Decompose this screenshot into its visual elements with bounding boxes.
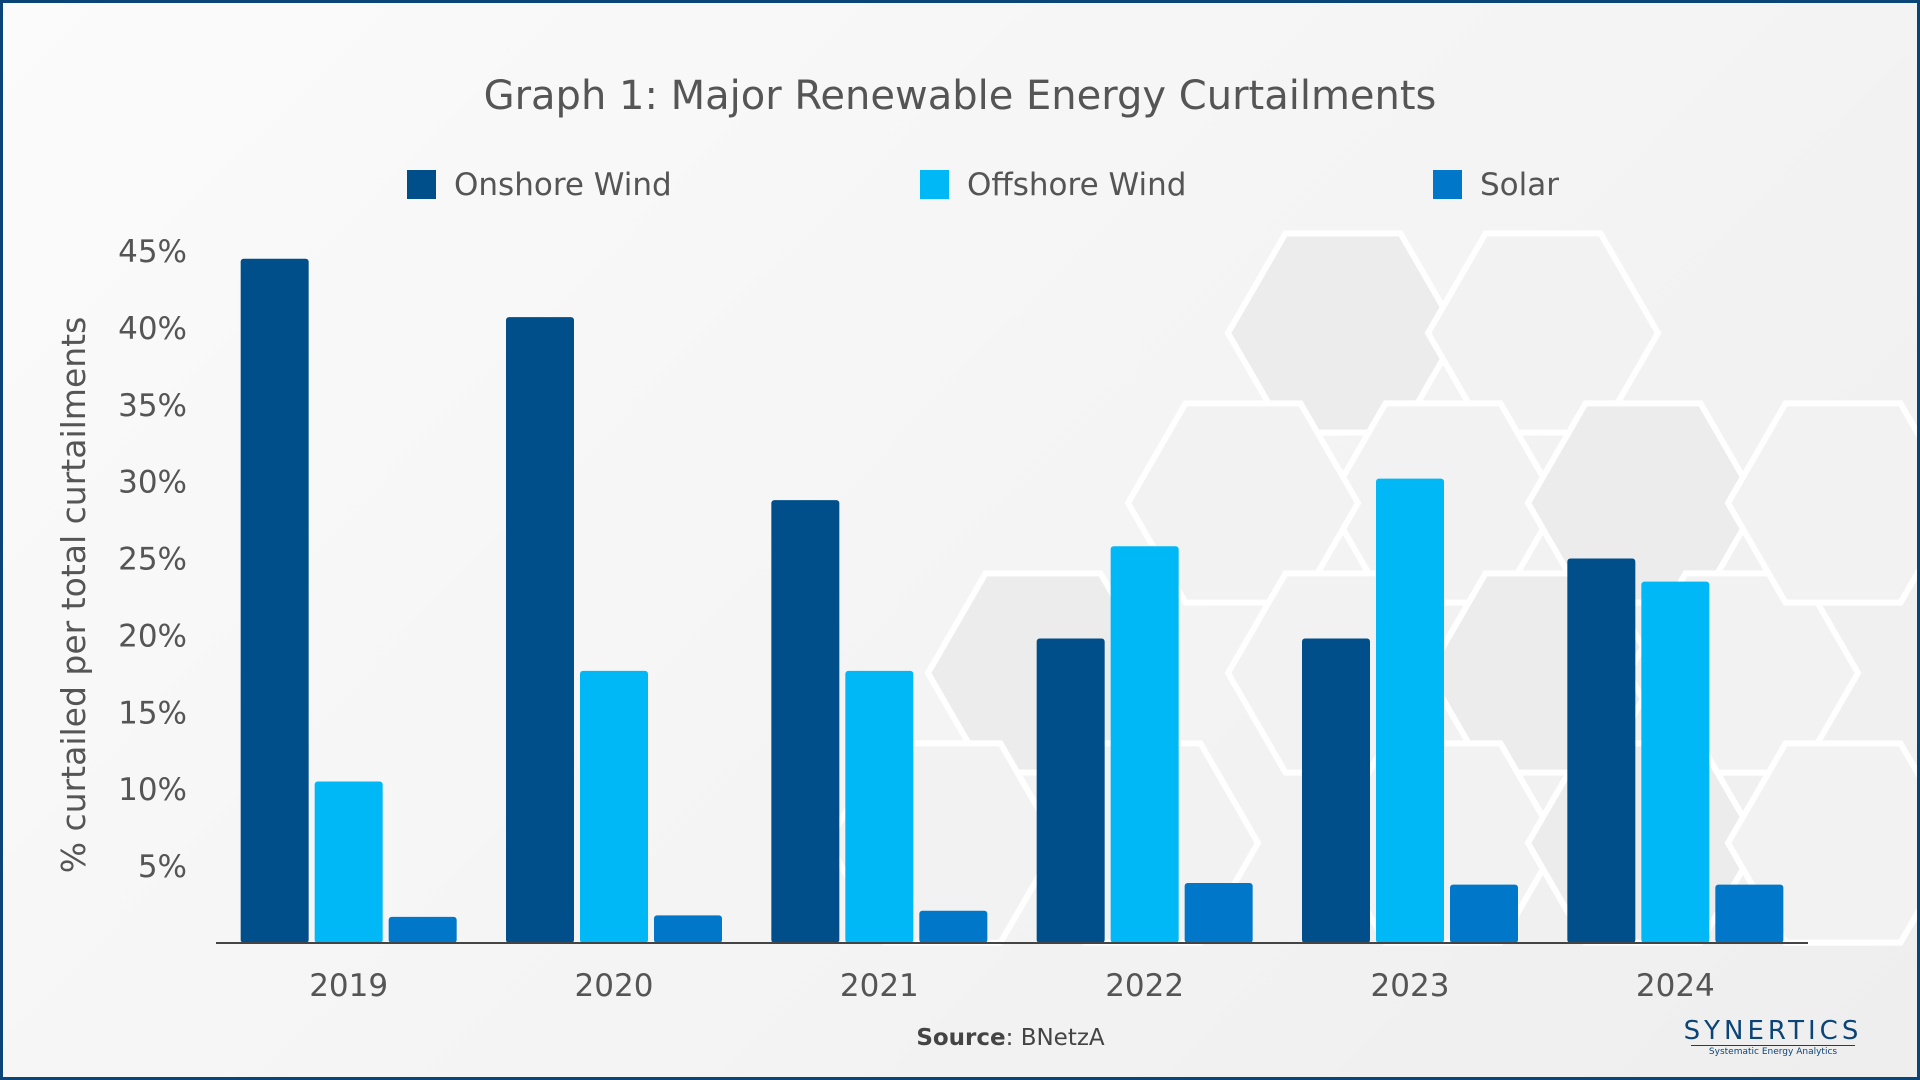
x-tick-label: 2022 [1105, 968, 1184, 1004]
brand-name: SYNERTICS [1683, 1016, 1863, 1046]
y-tick-label: 40% [118, 311, 187, 347]
y-tick-label: 10% [118, 772, 187, 808]
bar [388, 916, 457, 943]
y-tick-label: 35% [118, 388, 187, 424]
source-label: Source [916, 1025, 1006, 1051]
bar [314, 781, 383, 943]
bar [1302, 638, 1370, 943]
legend-swatch [407, 170, 436, 199]
legend-swatch [920, 170, 949, 199]
source-text: : BNetzA [1005, 1025, 1105, 1051]
x-tick-label: 2021 [840, 968, 919, 1004]
bar-chart: Onshore Wind Offshore Wind Solar 5% 10% 15% 20… [54, 167, 1808, 1004]
bar [1567, 558, 1636, 943]
bar [580, 670, 648, 943]
legend-label: Solar [1480, 167, 1559, 203]
legend-swatch [1433, 170, 1462, 199]
x-tick-label: 2019 [309, 968, 388, 1004]
bar [919, 910, 988, 943]
x-tick-label: 2020 [575, 968, 654, 1004]
bar [845, 670, 914, 943]
y-tick-label: 30% [118, 465, 187, 501]
y-tick-label: 20% [118, 618, 187, 654]
bar [1450, 884, 1518, 943]
bar [1376, 478, 1444, 943]
y-tick-label: 25% [118, 542, 187, 578]
x-tick-label: 2024 [1636, 968, 1715, 1004]
legend-label: Onshore Wind [454, 167, 672, 203]
source-note: Source: BNetzA [3, 1025, 1917, 1051]
bar [240, 258, 309, 943]
x-tick-label: 2023 [1371, 968, 1450, 1004]
y-tick-label: 45% [118, 234, 187, 270]
background-hexagon [1724, 400, 1917, 606]
y-tick-label: 5% [138, 849, 187, 885]
brand-logo: SYNERTICS Systematic Energy Analytics [1673, 1017, 1873, 1057]
bar [506, 317, 574, 943]
bar [1036, 638, 1105, 943]
y-axis-title: % curtailed per total curtailments [54, 317, 93, 874]
bar [1184, 883, 1253, 943]
bar [1715, 884, 1784, 943]
y-tick-label: 15% [118, 695, 187, 731]
chart-title: Graph 1: Major Renewable Energy Curtailm… [483, 73, 1437, 119]
bar [771, 500, 840, 943]
bar [1110, 546, 1179, 943]
legend-label: Offshore Wind [967, 167, 1186, 203]
bar [654, 915, 722, 943]
brand-tagline: Systematic Energy Analytics [1691, 1045, 1855, 1057]
bar [1641, 581, 1710, 943]
